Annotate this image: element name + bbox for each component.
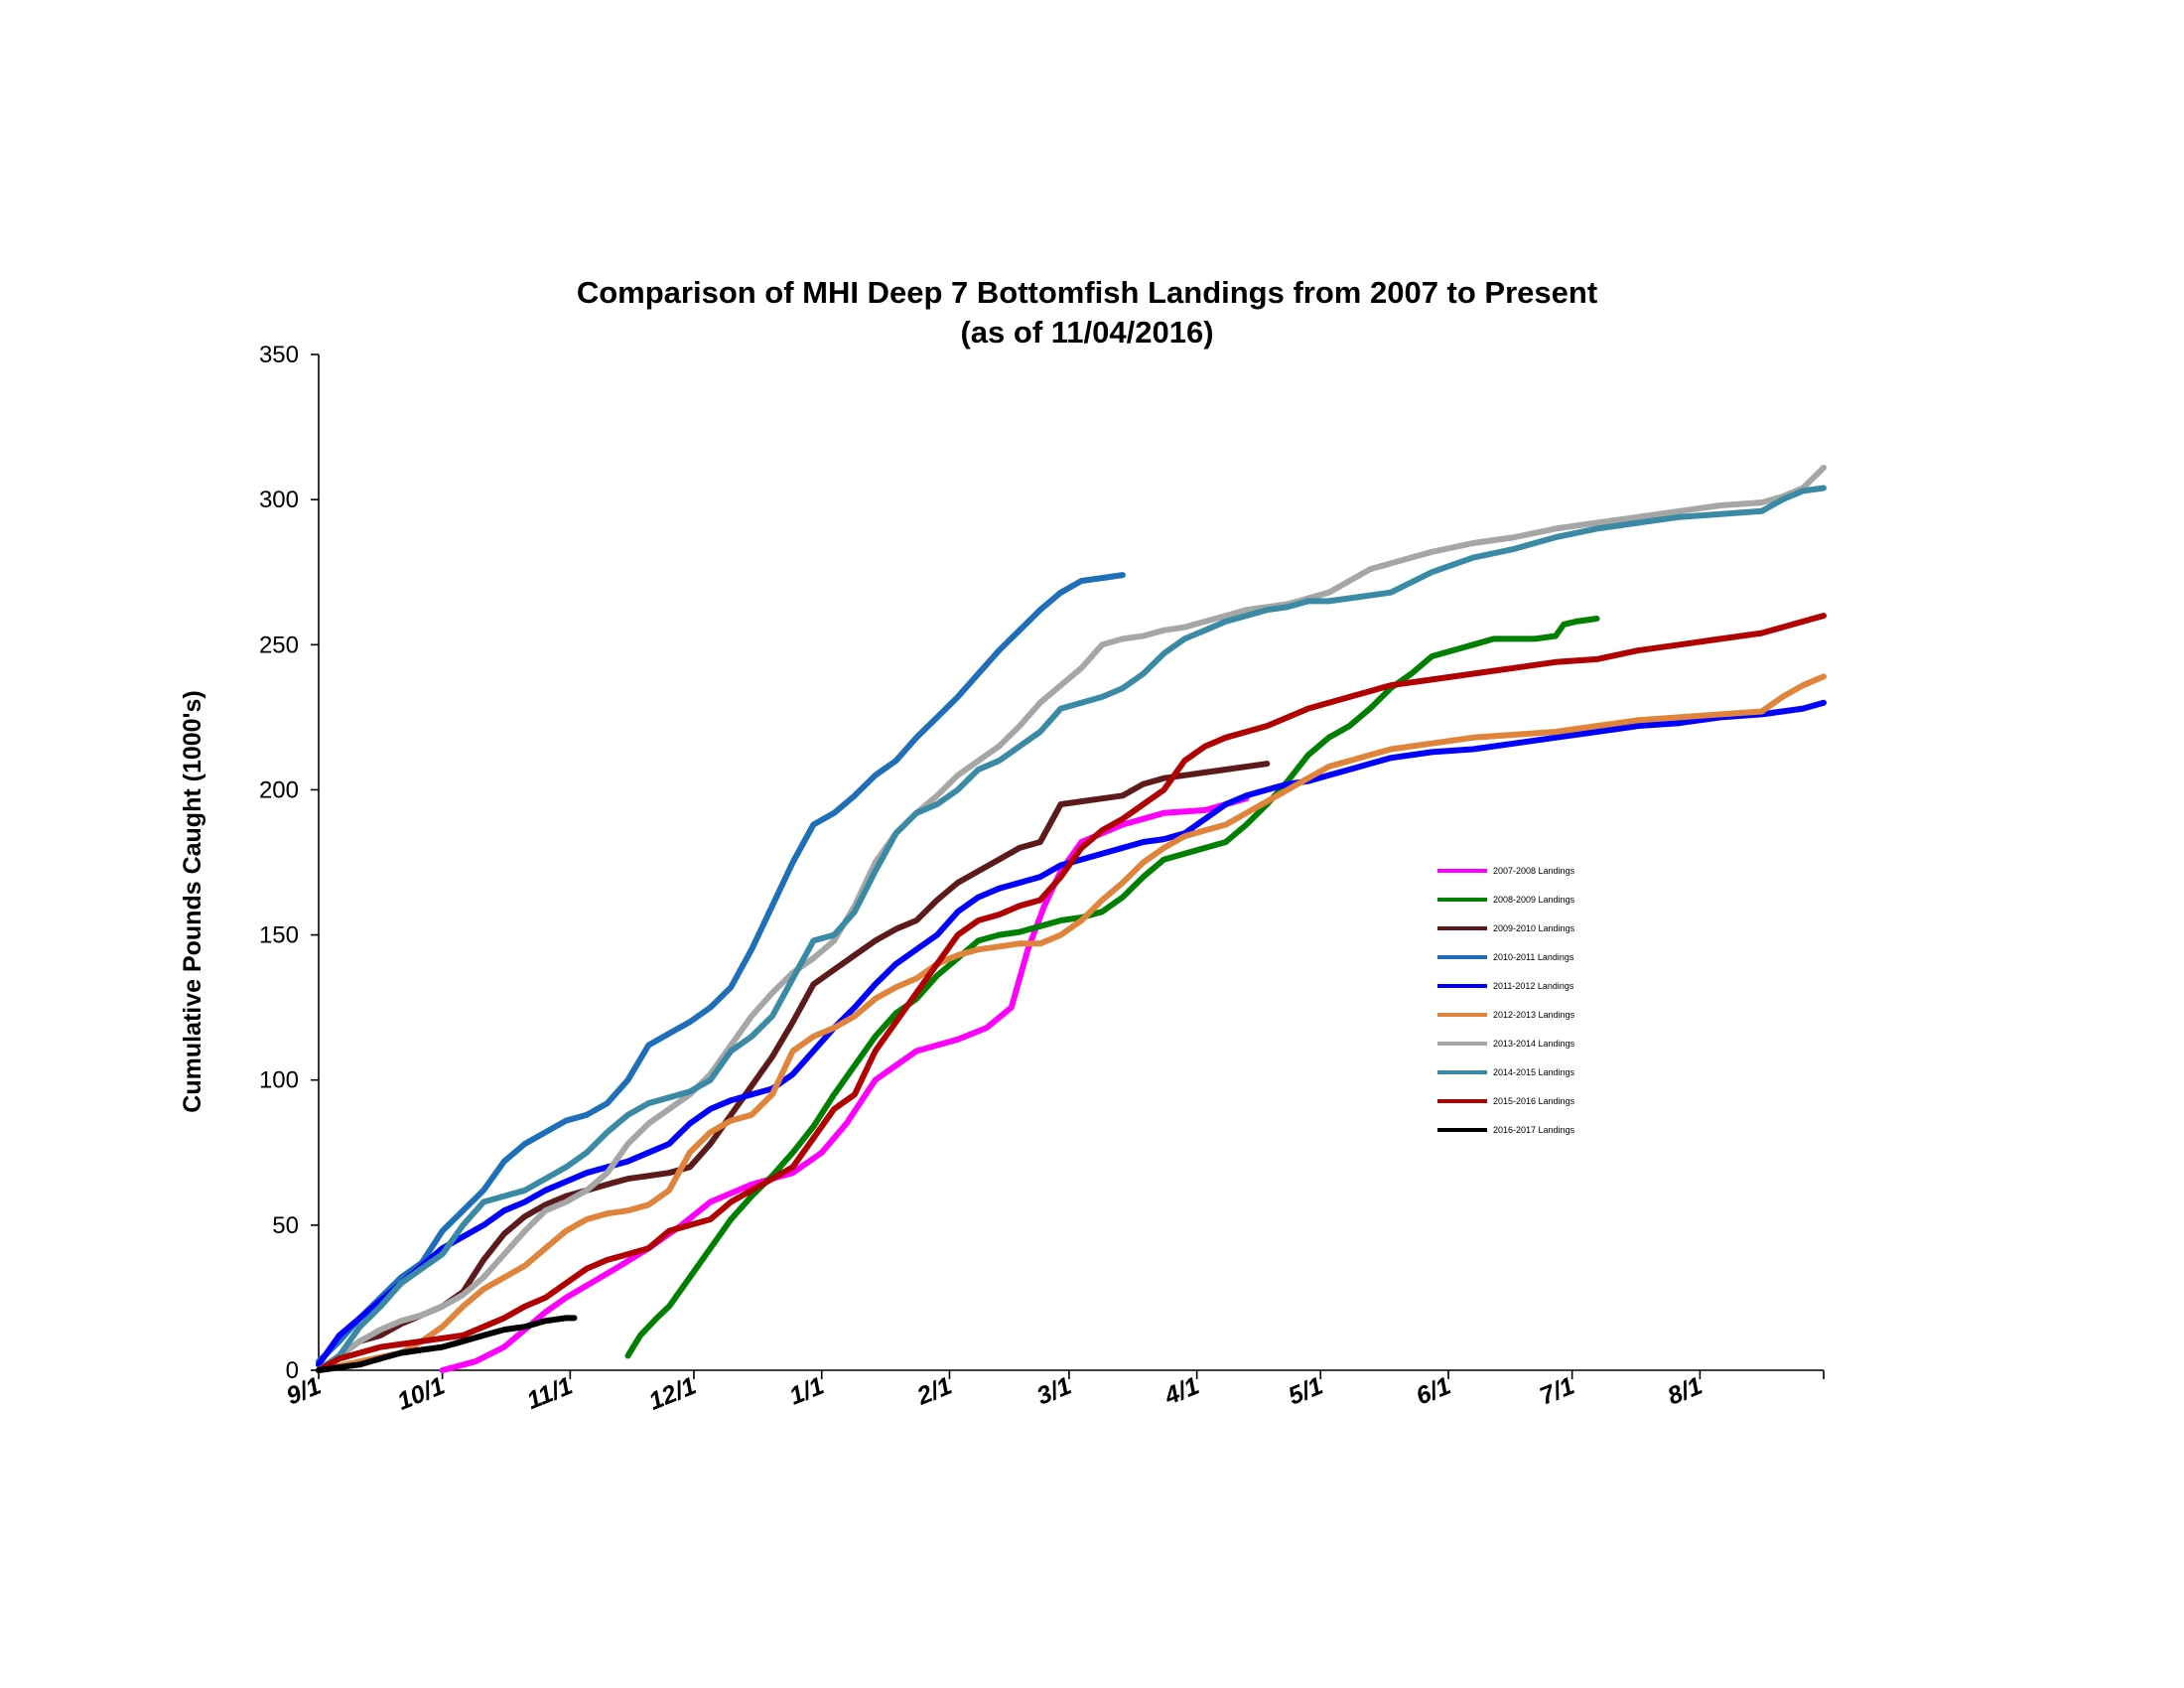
legend-label: 2007-2008 Landings bbox=[1493, 866, 1575, 876]
series-line-2013-2014-landings bbox=[316, 465, 1827, 1373]
series-line-2012-2013-landings bbox=[316, 673, 1827, 1373]
y-tick-label: 300 bbox=[259, 487, 299, 513]
y-tick-label: 250 bbox=[259, 632, 299, 658]
series-line-2011-2012-landings bbox=[316, 699, 1827, 1368]
y-tick-label: 350 bbox=[259, 342, 299, 368]
legend-label: 2011-2012 Landings bbox=[1493, 981, 1574, 991]
y-axis-ticks: 0 50 100 150 200 250 300 350 bbox=[259, 342, 319, 1384]
y-tick-label: 100 bbox=[259, 1067, 299, 1094]
chart-subtitle: (as of 11/04/2016) bbox=[960, 315, 1213, 350]
series-line-2007-2008-landings bbox=[439, 795, 1250, 1373]
y-tick-label: 200 bbox=[259, 776, 299, 803]
legend: 2007-2008 Landings 2008-2009 Landings 2009… bbox=[1437, 866, 1575, 1135]
y-tick-label: 0 bbox=[286, 1357, 299, 1384]
y-axis-label: Cumulative Pounds Caught (1000's) bbox=[179, 690, 206, 1112]
legend-label: 2014-2015 Landings bbox=[1493, 1067, 1575, 1077]
x-axis-ticks: 9/1 10/1 11/1 12/1 1/1 2/1 3/1 4/1 5/1 6/1 7/1 8/1 bbox=[283, 1370, 1825, 1416]
x-tick-label: 10/1 bbox=[393, 1372, 449, 1416]
series-line-2014-2015-landings bbox=[316, 485, 1827, 1373]
series-lines bbox=[316, 465, 1827, 1373]
legend-label: 2015-2016 Landings bbox=[1493, 1096, 1575, 1106]
x-tick-label: 11/1 bbox=[523, 1372, 577, 1415]
y-tick-label: 150 bbox=[259, 922, 299, 949]
series-line-2016-2017-landings bbox=[316, 1315, 578, 1373]
legend-label: 2008-2009 Landings bbox=[1493, 895, 1575, 905]
series-line-2015-2016-landings bbox=[316, 613, 1827, 1373]
legend-label: 2010-2011 Landings bbox=[1493, 952, 1574, 962]
legend-label: 2009-2010 Landings bbox=[1493, 923, 1575, 933]
legend-label: 2016-2017 Landings bbox=[1493, 1125, 1575, 1135]
legend-label: 2013-2014 Landings bbox=[1493, 1039, 1575, 1049]
chart-title: Comparison of MHI Deep 7 Bottomfish Land… bbox=[577, 275, 1597, 310]
legend-label: 2012-2013 Landings bbox=[1493, 1010, 1575, 1020]
y-tick-label: 50 bbox=[272, 1212, 299, 1239]
x-tick-label: 12/1 bbox=[645, 1372, 701, 1416]
series-line-2008-2009-landings bbox=[624, 616, 1600, 1359]
series-line-2009-2010-landings bbox=[316, 761, 1271, 1373]
series-line-2010-2011-landings bbox=[316, 572, 1126, 1365]
